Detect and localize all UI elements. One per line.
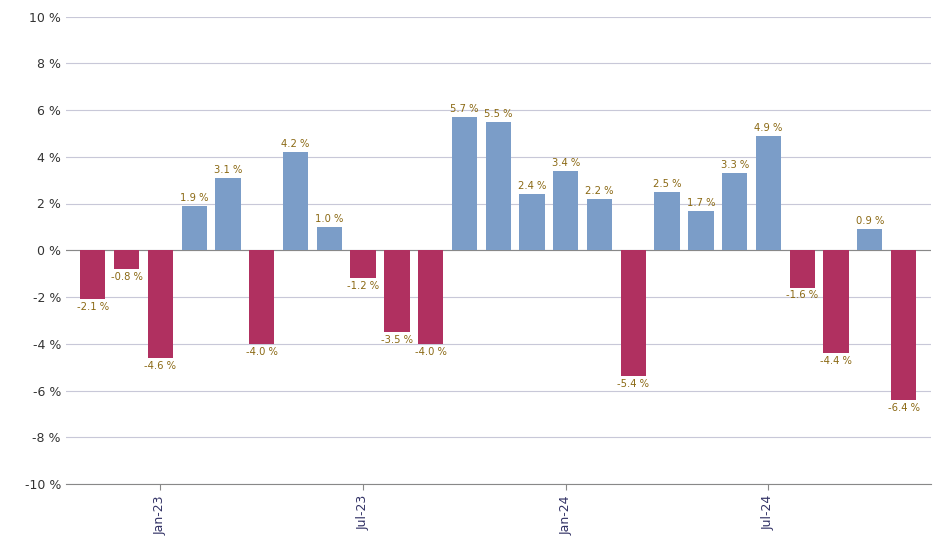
Bar <box>790 250 815 288</box>
Text: 4.2 %: 4.2 % <box>281 139 309 149</box>
Text: 5.7 %: 5.7 % <box>450 104 478 114</box>
Bar <box>317 227 342 250</box>
Text: -3.5 %: -3.5 % <box>381 335 413 345</box>
Text: -5.4 %: -5.4 % <box>618 379 650 389</box>
Text: 3.3 %: 3.3 % <box>721 160 749 170</box>
Bar <box>722 173 747 250</box>
Bar <box>249 250 274 344</box>
Bar <box>148 250 173 358</box>
Text: -0.8 %: -0.8 % <box>111 272 143 282</box>
Bar <box>519 194 544 250</box>
Text: 2.4 %: 2.4 % <box>518 182 546 191</box>
Bar <box>80 250 105 299</box>
Text: 0.9 %: 0.9 % <box>855 216 884 227</box>
Text: -4.0 %: -4.0 % <box>415 346 446 356</box>
Bar <box>756 136 781 250</box>
Bar <box>823 250 849 353</box>
Text: 2.5 %: 2.5 % <box>653 179 682 189</box>
Bar <box>384 250 410 332</box>
Bar <box>418 250 444 344</box>
Bar <box>553 170 578 250</box>
Text: 1.0 %: 1.0 % <box>315 214 343 224</box>
Text: 3.1 %: 3.1 % <box>213 165 243 175</box>
Text: -4.0 %: -4.0 % <box>245 346 277 356</box>
Bar <box>891 250 916 400</box>
Text: -1.6 %: -1.6 % <box>786 290 819 300</box>
Bar <box>857 229 883 250</box>
Bar <box>587 199 612 250</box>
Text: 3.4 %: 3.4 % <box>552 158 580 168</box>
Text: -2.1 %: -2.1 % <box>77 302 109 312</box>
Bar <box>452 117 478 250</box>
Bar <box>620 250 646 377</box>
Bar <box>114 250 139 269</box>
Text: 1.7 %: 1.7 % <box>686 197 715 208</box>
Text: 4.9 %: 4.9 % <box>754 123 783 133</box>
Bar <box>351 250 376 278</box>
Bar <box>486 122 510 250</box>
Bar <box>688 211 713 250</box>
Text: -4.6 %: -4.6 % <box>145 361 177 371</box>
Bar <box>181 206 207 250</box>
Text: -4.4 %: -4.4 % <box>820 356 852 366</box>
Bar <box>215 178 241 250</box>
Bar <box>654 192 680 250</box>
Text: 2.2 %: 2.2 % <box>586 186 614 196</box>
Text: 5.5 %: 5.5 % <box>484 109 512 119</box>
Text: 1.9 %: 1.9 % <box>180 193 209 203</box>
Bar <box>283 152 308 250</box>
Text: -6.4 %: -6.4 % <box>887 403 919 412</box>
Text: -1.2 %: -1.2 % <box>347 281 379 291</box>
